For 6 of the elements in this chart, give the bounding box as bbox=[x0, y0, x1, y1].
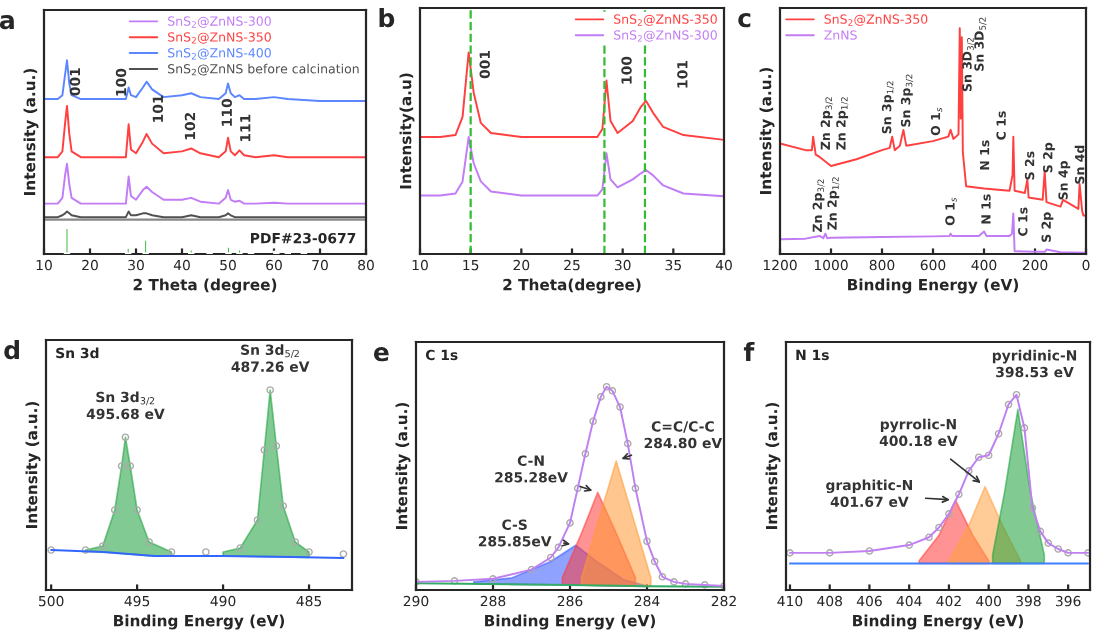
chart-title: f bbox=[743, 342, 755, 361]
chart-title: d bbox=[4, 340, 19, 360]
chart-title: c bbox=[738, 13, 751, 28]
chart-title: a bbox=[0, 15, 14, 30]
chart-title: e bbox=[373, 347, 389, 362]
chart-title: b bbox=[379, 8, 395, 28]
